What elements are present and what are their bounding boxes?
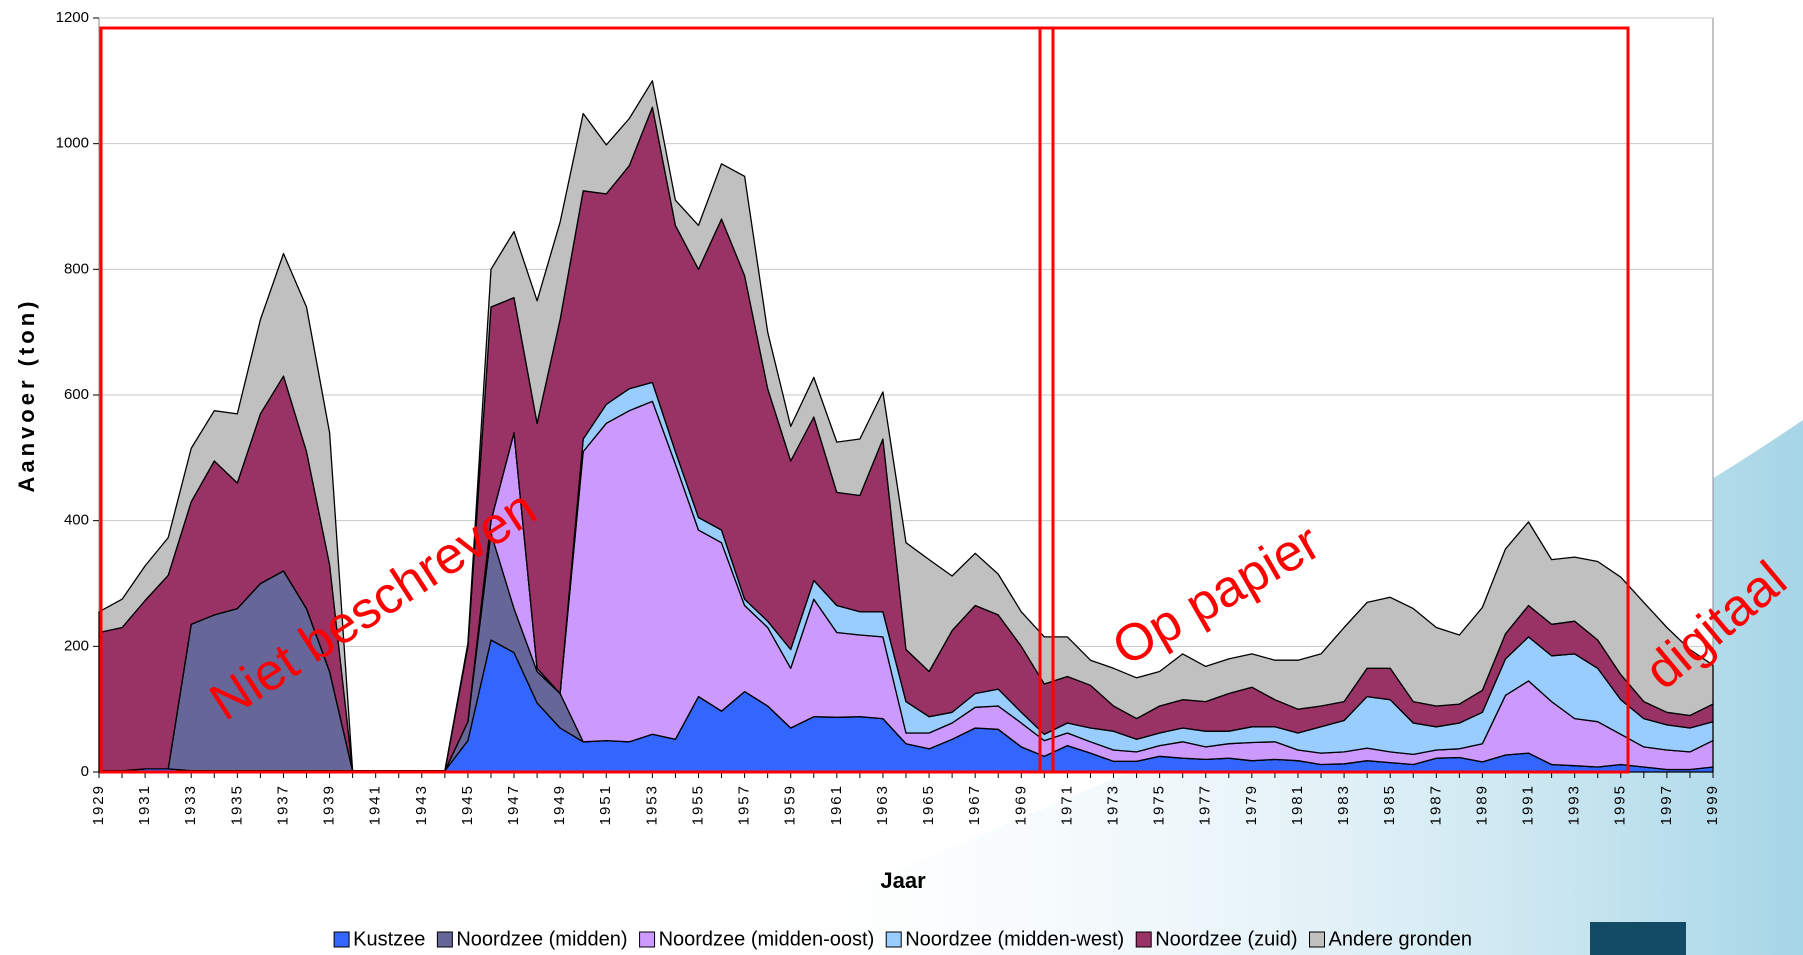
y-tick-label: 1200 bbox=[56, 9, 89, 26]
x-tick-label: 1929 bbox=[90, 784, 107, 825]
x-tick-label: 1951 bbox=[597, 784, 614, 825]
legend-swatch bbox=[436, 931, 453, 948]
x-axis-title: Jaar bbox=[880, 868, 926, 893]
y-axis-title: Aanvoer (ton) bbox=[14, 298, 39, 493]
x-tick-label: 1985 bbox=[1381, 784, 1398, 825]
x-tick-label: 1991 bbox=[1520, 784, 1537, 825]
x-tick-label: 1967 bbox=[966, 784, 983, 825]
x-tick-label: 1959 bbox=[782, 784, 799, 825]
area bbox=[98, 80, 1714, 772]
x-tick-label: 1973 bbox=[1104, 784, 1121, 825]
legend-label: Noordzee (midden-oost) bbox=[659, 928, 875, 950]
x-tick-label: 1957 bbox=[736, 784, 753, 825]
x-tick-label: 1935 bbox=[228, 784, 245, 825]
x-tick-label: 1971 bbox=[1058, 784, 1075, 825]
legend-label: Noordzee (zuid) bbox=[1155, 928, 1297, 950]
plot-area bbox=[93, 17, 1714, 778]
legend-swatch bbox=[885, 931, 902, 948]
x-tick-label: 1945 bbox=[459, 784, 476, 825]
y-tick-label: 0 bbox=[81, 763, 89, 780]
x-tick-label: 1939 bbox=[321, 784, 338, 825]
x-tick-label: 1931 bbox=[136, 784, 153, 825]
legend-swatch bbox=[639, 931, 656, 948]
y-tick-label: 600 bbox=[64, 386, 89, 403]
legend-label: Andere gronden bbox=[1329, 928, 1472, 950]
x-tick-label: 1937 bbox=[274, 784, 291, 825]
x-tick-label: 1955 bbox=[689, 784, 706, 825]
x-tick-label: 1997 bbox=[1658, 784, 1675, 825]
y-tick-label: 400 bbox=[64, 512, 89, 529]
x-tick-label: 1947 bbox=[505, 784, 522, 825]
legend-swatch bbox=[1309, 931, 1326, 948]
legend-swatch bbox=[333, 931, 350, 948]
corner-block bbox=[1590, 922, 1686, 955]
x-tick-label: 1949 bbox=[551, 784, 568, 825]
x-tick-label: 1953 bbox=[643, 784, 660, 825]
x-tick-label: 1965 bbox=[920, 784, 937, 825]
x-tick-label: 1969 bbox=[1012, 784, 1029, 825]
x-tick-label: 1983 bbox=[1335, 784, 1352, 825]
period-box bbox=[1038, 26, 1630, 774]
period-box bbox=[99, 26, 1055, 774]
x-tick-label: 1933 bbox=[182, 784, 199, 825]
x-tick-label: 1981 bbox=[1289, 784, 1306, 825]
y-tick-label: 800 bbox=[64, 260, 89, 277]
x-tick-label: 1963 bbox=[874, 784, 891, 825]
x-tick-label: 1977 bbox=[1197, 784, 1214, 825]
legend-label: Kustzee bbox=[353, 928, 425, 950]
x-tick-label: 1989 bbox=[1473, 784, 1490, 825]
x-tick-label: 1995 bbox=[1612, 784, 1629, 825]
x-tick-label: 1941 bbox=[367, 784, 384, 825]
x-tick-label: 1999 bbox=[1704, 784, 1721, 825]
legend-label: Noordzee (midden) bbox=[456, 928, 627, 950]
background-swoosh bbox=[700, 420, 1803, 955]
legend: Kustzee Noordzee (midden) Noordzee (midden… bbox=[333, 928, 1472, 950]
x-tick-label: 1979 bbox=[1243, 784, 1260, 825]
x-tick-label: 1975 bbox=[1151, 784, 1168, 825]
y-tick-label: 200 bbox=[64, 637, 89, 654]
x-tick-label: 1943 bbox=[413, 784, 430, 825]
legend-label: Noordzee (midden-west) bbox=[905, 928, 1124, 950]
y-tick-label: 1000 bbox=[56, 135, 89, 152]
x-tick-label: 1987 bbox=[1427, 784, 1444, 825]
x-tick-label: 1961 bbox=[828, 784, 845, 825]
x-tick-label: 1993 bbox=[1566, 784, 1583, 825]
legend-swatch bbox=[1135, 931, 1152, 948]
